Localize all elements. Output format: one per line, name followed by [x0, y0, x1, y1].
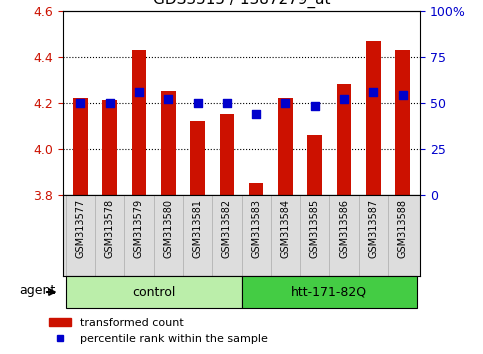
Bar [66, 276, 242, 308]
Point [282, 100, 289, 105]
Point [106, 100, 114, 105]
Point [252, 111, 260, 116]
Text: GSM313588: GSM313588 [398, 199, 408, 258]
Text: GSM313580: GSM313580 [163, 199, 173, 258]
Text: GSM313577: GSM313577 [75, 199, 85, 258]
Bar [161, 91, 176, 195]
Bar [278, 98, 293, 195]
Bar [249, 183, 263, 195]
Point [164, 96, 172, 102]
Point [311, 103, 319, 109]
Point [194, 100, 201, 105]
Text: GSM313584: GSM313584 [281, 199, 290, 258]
Bar [337, 84, 351, 195]
Text: htt-171-82Q: htt-171-82Q [291, 286, 368, 298]
Point [399, 92, 407, 98]
Text: GSM313578: GSM313578 [105, 199, 114, 258]
Text: GSM313583: GSM313583 [251, 199, 261, 258]
Bar [132, 50, 146, 195]
Text: GSM313579: GSM313579 [134, 199, 144, 258]
Point [135, 89, 143, 95]
Text: GSM313587: GSM313587 [369, 199, 378, 258]
Text: GSM313581: GSM313581 [193, 199, 202, 258]
Bar [366, 41, 381, 195]
Bar [395, 50, 410, 195]
Text: control: control [132, 286, 175, 298]
Point [223, 100, 231, 105]
Title: GDS3515 / 1387279_at: GDS3515 / 1387279_at [153, 0, 330, 8]
Text: GSM313585: GSM313585 [310, 199, 320, 258]
Bar [73, 98, 88, 195]
Bar [102, 101, 117, 195]
Text: GSM313582: GSM313582 [222, 199, 232, 258]
Bar [190, 121, 205, 195]
Bar [307, 135, 322, 195]
Legend: transformed count, percentile rank within the sample: transformed count, percentile rank withi… [44, 314, 272, 348]
Bar [242, 276, 417, 308]
Point [340, 96, 348, 102]
Bar [220, 114, 234, 195]
Text: agent: agent [19, 284, 55, 297]
Point [369, 89, 377, 95]
Point [76, 100, 84, 105]
Text: GSM313586: GSM313586 [339, 199, 349, 258]
